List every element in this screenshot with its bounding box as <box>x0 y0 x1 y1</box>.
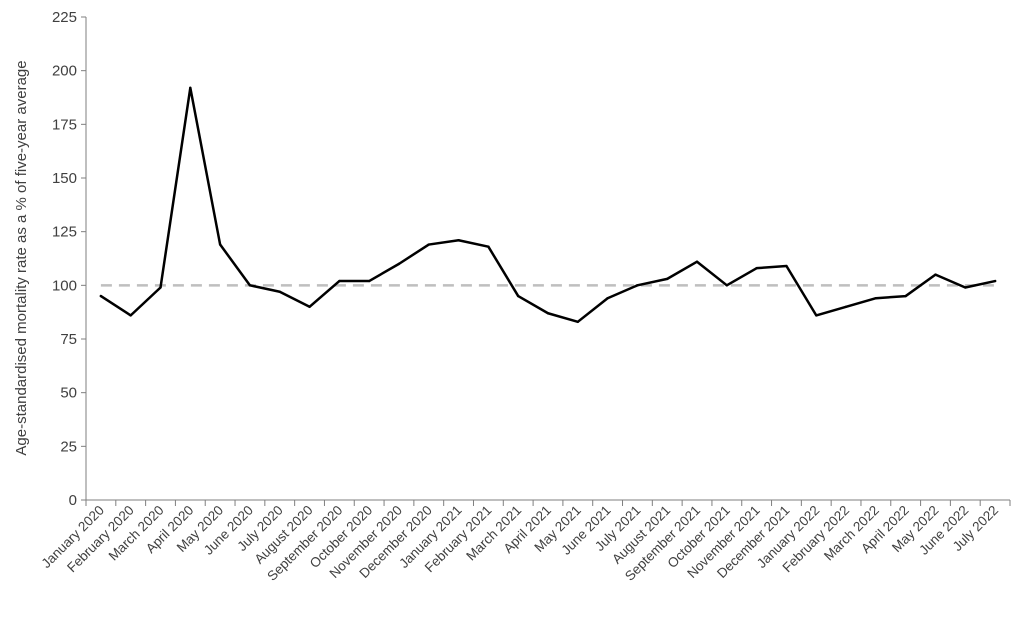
data-point <box>99 294 103 298</box>
y-tick-label: 150 <box>52 170 77 187</box>
data-point <box>606 297 609 300</box>
data-point <box>874 297 878 300</box>
y-tick-label: 50 <box>60 385 77 402</box>
data-point <box>546 312 550 315</box>
data-point <box>397 262 401 266</box>
data-point <box>367 279 371 283</box>
data-point <box>278 290 281 293</box>
data-point <box>785 264 788 268</box>
data-point <box>338 279 341 283</box>
data-point <box>129 314 132 317</box>
data-point <box>815 314 818 317</box>
data-point <box>666 277 669 281</box>
data-point <box>576 320 580 324</box>
y-tick-label: 0 <box>69 492 77 509</box>
data-point <box>636 284 639 287</box>
data-point <box>964 286 967 289</box>
data-point <box>904 294 907 298</box>
data-point <box>487 245 490 248</box>
data-point <box>248 284 252 287</box>
data-point <box>218 243 222 246</box>
data-point <box>844 305 848 308</box>
data-point <box>516 294 520 298</box>
series-line <box>99 86 997 324</box>
y-axis: 0 25 50 75 100 125 150 175 200 225 <box>52 9 87 509</box>
y-tick-label: 225 <box>52 9 77 26</box>
data-point <box>725 284 729 287</box>
y-tick-label: 125 <box>52 224 77 241</box>
data-point <box>457 239 460 242</box>
data-point <box>308 305 311 308</box>
data-point <box>755 266 758 270</box>
data-point <box>189 86 192 90</box>
y-tick-label: 25 <box>60 438 77 455</box>
data-point <box>427 243 430 246</box>
y-tick-label: 175 <box>52 116 77 133</box>
data-point <box>695 260 699 263</box>
series-group <box>99 86 997 324</box>
y-tick-label: 75 <box>60 331 77 348</box>
y-axis-label: Age-standardised mortality rate as a % o… <box>13 60 30 455</box>
data-point <box>159 286 162 289</box>
data-point <box>934 273 937 276</box>
data-point <box>993 279 997 283</box>
y-tick-label: 100 <box>52 277 77 294</box>
y-tick-label: 200 <box>52 63 77 80</box>
